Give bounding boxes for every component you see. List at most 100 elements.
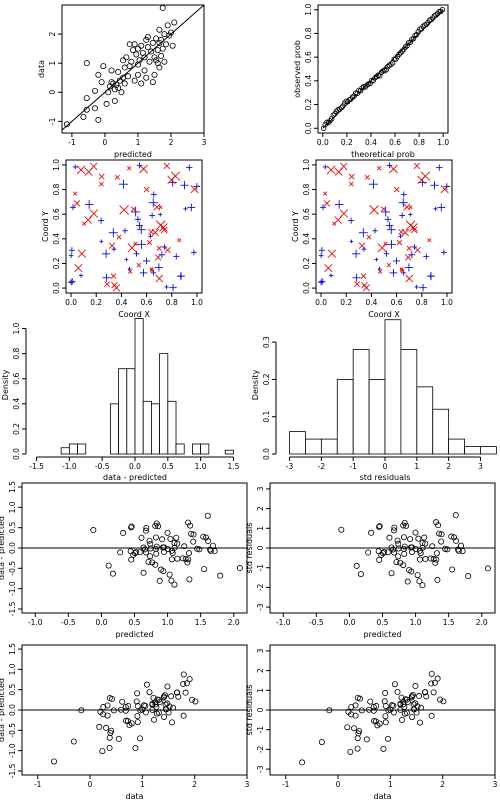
plot-frame (61, 4, 205, 134)
neg-residual-mark (354, 281, 361, 288)
residual-point (186, 676, 193, 683)
residual-point (134, 719, 141, 726)
residual-point (351, 725, 358, 732)
residual-point (390, 709, 397, 716)
data-point (120, 57, 127, 64)
data-point (166, 32, 173, 39)
y-tick-label: 0.0 (304, 122, 313, 134)
neg-residual-mark (177, 238, 182, 243)
y-tick-label: 0.6 (12, 373, 21, 385)
residual-point (180, 712, 187, 719)
chart-panel-9: -1 0 1 2 3 -1.5 -1.0 -0.5 0.0 0.5 1.0 1.5 data data -… (0, 643, 250, 800)
pp-point (372, 75, 378, 81)
residual-point (394, 537, 401, 544)
data-point (63, 121, 70, 128)
residual-point (454, 546, 461, 553)
pp-point (357, 88, 364, 94)
y-tick-label: -1 (48, 117, 57, 125)
neg-residual-mark (377, 269, 383, 274)
residual-point (96, 723, 103, 730)
y-tick-label: 0.2 (262, 373, 271, 385)
data-point (83, 60, 90, 67)
residual-point (146, 689, 153, 696)
neg-residual-mark (143, 186, 150, 193)
residual-point (412, 683, 419, 690)
residual-point (174, 540, 181, 547)
y-tick-label: -0.5 (8, 723, 17, 738)
x-tick-label: 1.0 (441, 298, 453, 307)
residual-point (104, 712, 111, 719)
x-tick-label: 0.4 (365, 138, 377, 147)
residual-point (354, 735, 361, 742)
neg-residual-mark (364, 174, 370, 180)
histogram-bar (159, 353, 169, 455)
neg-residual-mark (154, 254, 162, 261)
pp-point (433, 12, 439, 18)
residual-point (120, 530, 127, 537)
residual-point (152, 701, 159, 708)
residual-point (410, 706, 417, 713)
residual-point (412, 529, 419, 536)
data-point (121, 80, 128, 87)
residual-point (416, 556, 423, 563)
y-tick-label: 0.2 (52, 257, 61, 269)
residual-point (169, 719, 176, 726)
data-point (110, 80, 117, 87)
data-point (128, 58, 135, 65)
neg-residual-mark (76, 165, 86, 175)
residual-point (161, 713, 168, 720)
residual-point (421, 534, 428, 541)
residual-point (376, 556, 383, 563)
neg-residual-mark (84, 216, 93, 224)
residual-point (200, 533, 207, 540)
residual-point (203, 534, 210, 541)
y-tick-label: 2 (256, 668, 265, 673)
residual-point (137, 735, 144, 742)
residual-point (152, 534, 159, 541)
residual-point (171, 540, 178, 547)
histogram-bar (68, 443, 78, 455)
neg-residual-mark (389, 164, 398, 174)
pp-point (367, 80, 373, 87)
residual-point (115, 735, 122, 742)
data-point (161, 31, 168, 38)
x-axis-title: data - predicted (103, 473, 167, 482)
residual-point (70, 738, 77, 745)
residual-point (153, 543, 160, 550)
neg-residual-mark (408, 205, 413, 210)
x-tick-label: -0.5 (61, 618, 76, 627)
residual-point (432, 559, 439, 566)
chart-panel-3: 0.0 0.2 0.4 0.6 0.8 1.0 0.0 0.2 0.4 0.6 0.8 1.0 Coor… (41, 159, 203, 319)
data-point (138, 42, 145, 49)
y-tick-label: -2 (256, 745, 265, 753)
data-point (158, 36, 165, 43)
residual-point (397, 706, 404, 713)
residual-point (344, 724, 351, 731)
y-tick-label: 0.3 (262, 336, 271, 348)
y-tick-label: 0.8 (12, 347, 21, 359)
residual-point (152, 522, 159, 529)
histogram-bar (400, 349, 418, 455)
y-tick-label: 3 (256, 648, 265, 653)
histogram-bar (464, 446, 481, 455)
residual-point (162, 701, 169, 708)
residual-point (433, 550, 440, 557)
residual-point (173, 534, 180, 541)
x-tick-label: 0.5 (129, 618, 141, 627)
neg-residual-mark (104, 281, 111, 288)
y-tick-label: -1.0 (8, 581, 17, 596)
pp-point (439, 7, 446, 13)
data-point (141, 67, 148, 74)
residual-point (408, 693, 415, 700)
residual-point (169, 549, 176, 556)
neg-residual-mark (358, 242, 366, 249)
residual-point (204, 512, 211, 519)
data-point (103, 100, 110, 107)
pp-point (407, 39, 413, 45)
residual-point (365, 549, 372, 556)
neg-residual-mark (116, 234, 122, 240)
x-tick-label: 0.8 (413, 138, 425, 147)
neg-residual-mark (417, 175, 426, 184)
residual-point (160, 693, 167, 700)
residual-point (137, 707, 144, 714)
